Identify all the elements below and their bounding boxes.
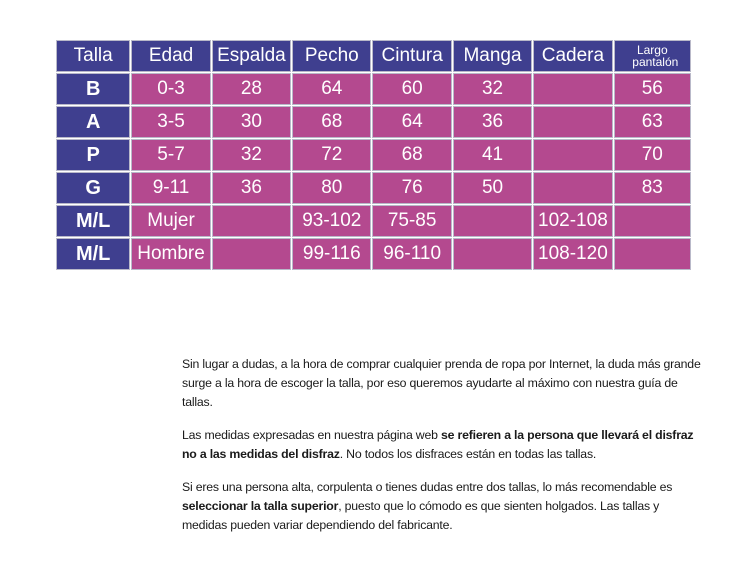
measure-cell <box>211 205 292 237</box>
table-row: M/L Mujer 93-102 75-85 102-108 <box>56 205 691 237</box>
measure-cell: 64 <box>292 73 372 105</box>
measure-cell: 93-102 <box>292 205 372 237</box>
measure-cell: 70 <box>613 139 691 171</box>
p2-text-a: Las medidas expresadas en nuestra página… <box>182 428 441 442</box>
measure-cell: 3-5 <box>131 106 211 138</box>
measure-cell: 72 <box>292 139 372 171</box>
measure-cell: 0-3 <box>131 73 211 105</box>
table-header-row: Talla Edad Espalda Pecho Cintura Manga C… <box>56 40 691 72</box>
header-largo-pantalon: Largo pantalón <box>613 40 691 72</box>
table-row: G 9-11 36 80 76 50 83 <box>56 172 691 204</box>
table-row: A 3-5 30 68 64 36 63 <box>56 106 691 138</box>
measure-cell: 75-85 <box>372 205 452 237</box>
measure-cell: Hombre <box>131 238 211 270</box>
measure-cell: 96-110 <box>372 238 452 270</box>
measure-cell: 76 <box>372 172 452 204</box>
measure-cell <box>613 238 691 270</box>
paragraph-1: Sin lugar a dudas, a la hora de comprar … <box>182 357 701 409</box>
measure-cell: Mujer <box>131 205 211 237</box>
paragraph-3: Si eres una persona alta, corpulenta o t… <box>182 478 702 535</box>
size-table: Talla Edad Espalda Pecho Cintura Manga C… <box>55 39 692 271</box>
table-row: P 5-7 32 72 68 41 70 <box>56 139 691 171</box>
header-pecho: Pecho <box>292 40 372 72</box>
header-cadera: Cadera <box>533 40 613 72</box>
header-talla: Talla <box>56 40 131 72</box>
measure-cell: 80 <box>292 172 372 204</box>
p2-text-c: . No todos los disfraces están en todas … <box>339 447 597 461</box>
measure-cell: 5-7 <box>131 139 211 171</box>
measure-cell: 63 <box>613 106 691 138</box>
paragraph-2: Las medidas expresadas en nuestra página… <box>182 426 702 464</box>
measure-cell: 68 <box>372 139 452 171</box>
measure-cell: 32 <box>452 73 533 105</box>
measure-cell: 32 <box>211 139 292 171</box>
size-label-cell: G <box>56 172 131 204</box>
measure-cell: 68 <box>292 106 372 138</box>
header-manga: Manga <box>452 40 533 72</box>
measure-cell <box>452 205 533 237</box>
measure-cell <box>613 205 691 237</box>
measure-cell <box>533 139 613 171</box>
measure-cell: 102-108 <box>533 205 613 237</box>
measure-cell: 60 <box>372 73 452 105</box>
header-edad: Edad <box>131 40 211 72</box>
measure-cell: 28 <box>211 73 292 105</box>
header-largo-line1: Largo <box>636 43 668 57</box>
size-label-cell: P <box>56 139 131 171</box>
measure-cell: 50 <box>452 172 533 204</box>
p2-bold: se refieren a la persona que llevará el … <box>182 428 694 461</box>
measure-cell <box>211 238 292 270</box>
measure-cell: 83 <box>613 172 691 204</box>
size-label-cell: A <box>56 106 131 138</box>
measure-cell: 56 <box>613 73 691 105</box>
measure-cell <box>533 106 613 138</box>
measure-cell: 9-11 <box>131 172 211 204</box>
p3-text-a: Si eres una persona alta, corpulenta o t… <box>182 480 673 494</box>
measure-cell: 99-116 <box>292 238 372 270</box>
header-espalda: Espalda <box>211 40 292 72</box>
measure-cell: 36 <box>211 172 292 204</box>
p3-bold: seleccionar la talla superior <box>182 499 339 513</box>
measure-cell <box>452 238 533 270</box>
measure-cell: 41 <box>452 139 533 171</box>
p3-text-c: , puesto que lo cómodo es que sienten ho… <box>182 499 660 532</box>
table-row: B 0-3 28 64 60 32 56 <box>56 73 691 105</box>
measure-cell: 108-120 <box>533 238 613 270</box>
size-label-cell: M/L <box>56 205 131 237</box>
header-largo-line2: pantalón <box>632 55 679 69</box>
table-row: M/L Hombre 99-116 96-110 108-120 <box>56 238 691 270</box>
measure-cell <box>533 172 613 204</box>
measure-cell <box>533 73 613 105</box>
size-label-cell: M/L <box>56 238 131 270</box>
measure-cell: 64 <box>372 106 452 138</box>
size-label-cell: B <box>56 73 131 105</box>
description: Sin lugar a dudas, a la hora de comprar … <box>182 355 702 549</box>
header-cintura: Cintura <box>372 40 452 72</box>
measure-cell: 30 <box>211 106 292 138</box>
measure-cell: 36 <box>452 106 533 138</box>
